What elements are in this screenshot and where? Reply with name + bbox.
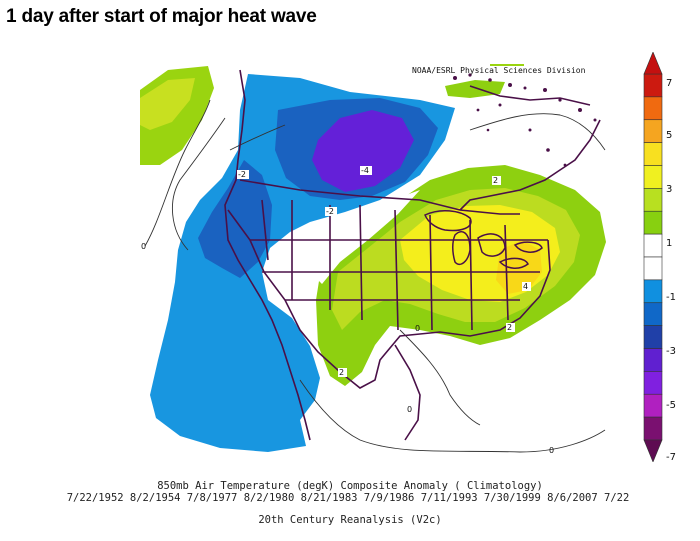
- contour-label: 2: [339, 368, 344, 377]
- neutral-zone: [272, 190, 420, 284]
- contour-lines: [144, 99, 606, 453]
- colorbar-label: 5: [666, 130, 673, 141]
- colorbar-swatch: [643, 96, 663, 121]
- colorbar-swatch: [643, 302, 663, 326]
- colorbar-label: -1: [666, 292, 676, 303]
- colorbar-swatch: [643, 142, 663, 166]
- colorbar-label: 3: [666, 184, 673, 195]
- credit-text: NOAA/ESRL Physical Sciences Division: [412, 66, 586, 75]
- caption-dates: 7/22/1952 8/2/1954 7/8/1977 8/2/1980 8/2…: [66, 492, 630, 504]
- colorbar-label: -5: [666, 400, 676, 411]
- colorbar-swatch: [643, 256, 663, 281]
- colorbar-swatch: [643, 348, 663, 372]
- neutral-south: [320, 318, 605, 460]
- contour-label-group: -2 -4 -2 0 2 4 2 0 2 0 0: [141, 166, 554, 455]
- credit-swatch: [490, 64, 524, 66]
- colorbar-swatch: [643, 233, 663, 258]
- colorbar-label: -7: [666, 452, 676, 463]
- colorbar-label: 1: [666, 238, 673, 249]
- colorbar-swatch: [643, 119, 663, 143]
- contour-label: 0: [415, 324, 420, 333]
- contour-label: -4: [361, 166, 369, 175]
- contour-label: 0: [549, 446, 554, 455]
- caption-variable: 850mb Air Temperature (degK) Composite A…: [157, 480, 543, 492]
- colorbar-swatch: [643, 188, 663, 212]
- colorbar-swatch: [643, 210, 663, 235]
- map-title: 1 day after start of major heat wave: [6, 6, 317, 27]
- political-boundaries: [224, 69, 601, 441]
- contour-label: 0: [141, 242, 146, 251]
- contour-label: 2: [493, 176, 498, 185]
- contour-label: 2: [507, 323, 512, 332]
- colorbar-bottom-arrow: [643, 439, 663, 462]
- contour-label: 0: [407, 405, 412, 414]
- colorbar: [643, 52, 663, 462]
- colorbar-top-arrow: [643, 52, 663, 75]
- colorbar-swatch: [643, 325, 663, 349]
- colorbar-swatch: [643, 416, 663, 441]
- cold-core: [312, 110, 414, 192]
- warm-core-northwest: [140, 78, 195, 130]
- colorbar-swatch: [643, 73, 663, 98]
- arctic-islands: [453, 73, 597, 167]
- contour-label: -2: [326, 207, 334, 216]
- colorbar-label: -3: [666, 346, 676, 357]
- colorbar-label: 7: [666, 78, 673, 89]
- contour-label: -2: [238, 170, 246, 179]
- colorbar-swatch: [643, 165, 663, 189]
- colorbar-swatch: [643, 393, 663, 418]
- colorbar-swatch: [643, 279, 663, 304]
- caption-source: 20th Century Reanalysis (V2c): [258, 514, 442, 526]
- contour-label: 4: [523, 282, 528, 291]
- great-lakes: [424, 210, 543, 269]
- colorbar-swatch: [643, 371, 663, 395]
